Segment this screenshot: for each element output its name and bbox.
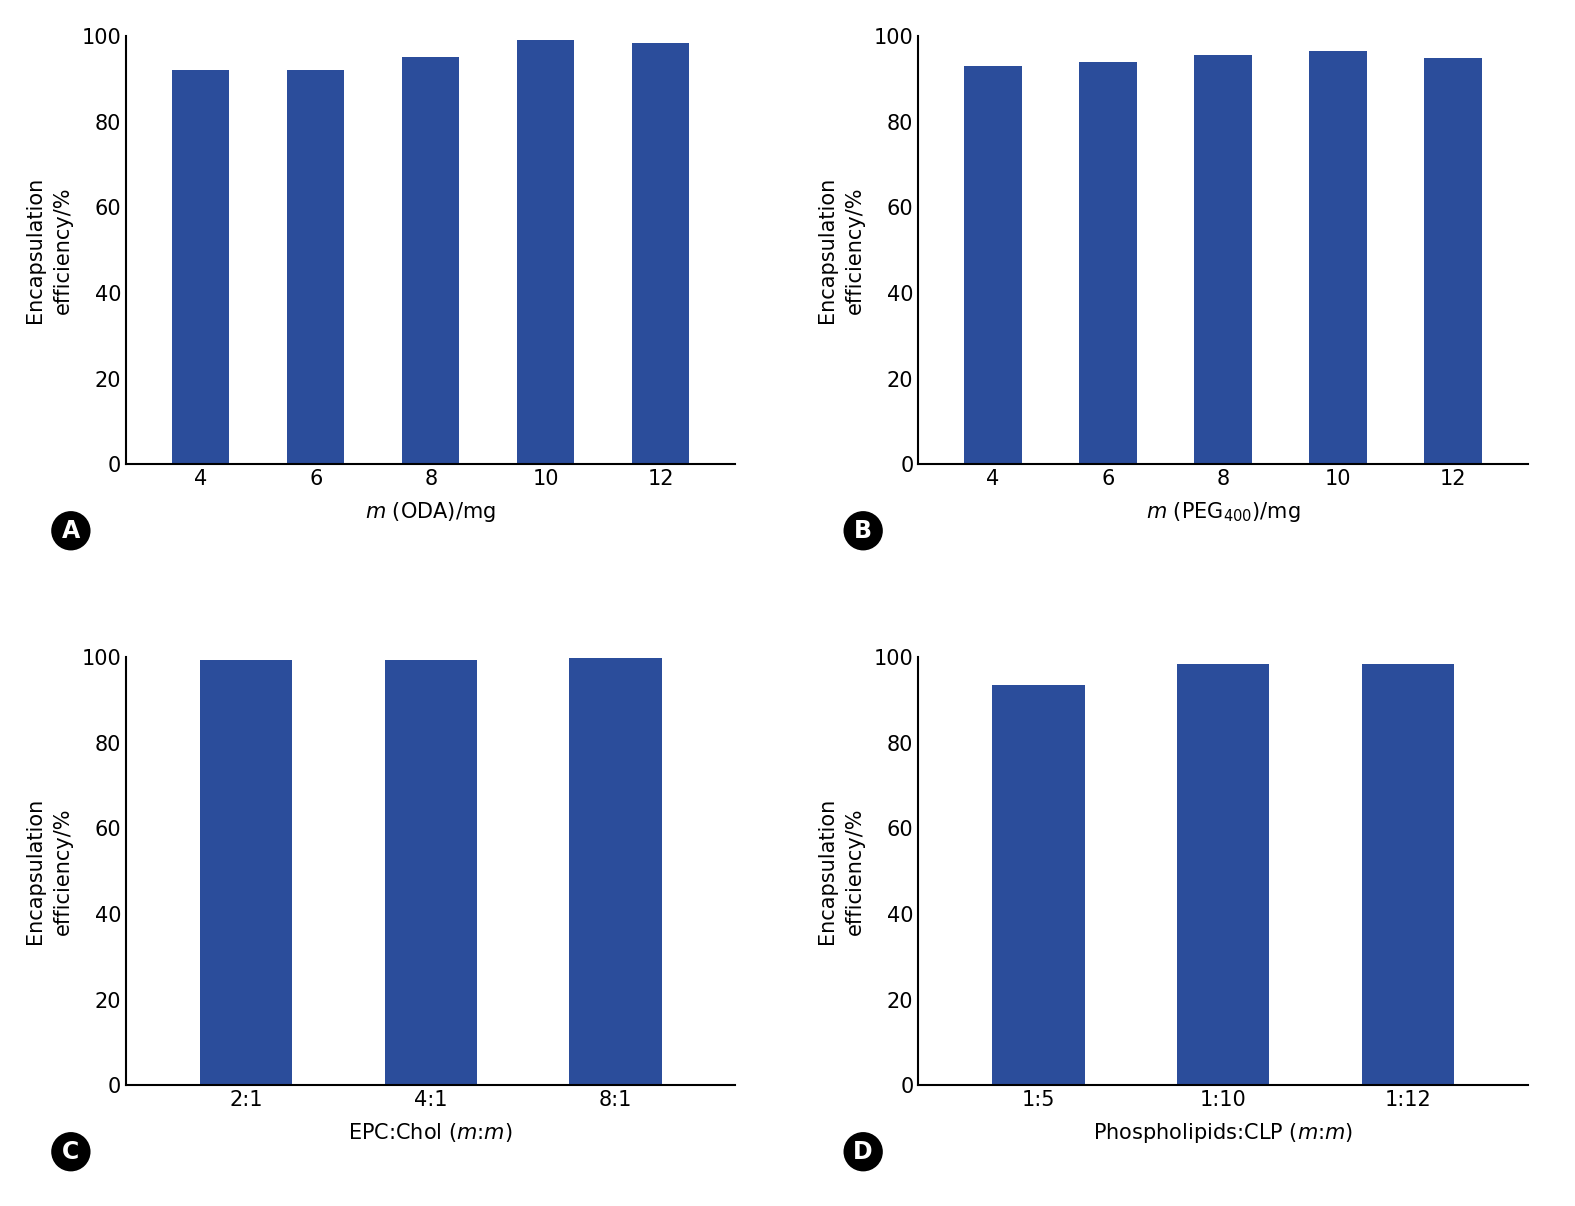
- Text: A: A: [61, 519, 80, 543]
- Bar: [1177, 663, 1269, 1085]
- Text: B: B: [854, 519, 873, 543]
- Bar: [1424, 58, 1482, 464]
- Text: C: C: [63, 1140, 79, 1164]
- Y-axis label: Encapsulation
efficiency/%: Encapsulation efficiency/%: [817, 177, 865, 323]
- Bar: [1309, 51, 1367, 464]
- Y-axis label: Encapsulation
efficiency/%: Encapsulation efficiency/%: [25, 177, 72, 323]
- Bar: [402, 57, 460, 464]
- Bar: [1194, 55, 1252, 464]
- Bar: [1361, 663, 1454, 1085]
- Y-axis label: Encapsulation
efficiency/%: Encapsulation efficiency/%: [817, 798, 865, 944]
- X-axis label: $m$ (ODA)/mg: $m$ (ODA)/mg: [365, 500, 496, 525]
- Bar: [172, 70, 230, 464]
- X-axis label: EPC:Chol ($m$:$m$): EPC:Chol ($m$:$m$): [348, 1122, 513, 1144]
- Bar: [287, 70, 345, 464]
- X-axis label: Phospholipids:CLP ($m$:$m$): Phospholipids:CLP ($m$:$m$): [1093, 1122, 1353, 1146]
- Bar: [200, 660, 293, 1085]
- X-axis label: $m$ (PEG$_{400}$)/mg: $m$ (PEG$_{400}$)/mg: [1145, 500, 1301, 525]
- Bar: [632, 42, 690, 464]
- Bar: [569, 658, 661, 1085]
- Bar: [517, 41, 575, 464]
- Bar: [1079, 62, 1137, 464]
- Bar: [964, 66, 1022, 464]
- Y-axis label: Encapsulation
efficiency/%: Encapsulation efficiency/%: [25, 798, 72, 944]
- Text: D: D: [854, 1140, 873, 1164]
- Bar: [384, 660, 477, 1085]
- Bar: [992, 685, 1085, 1085]
